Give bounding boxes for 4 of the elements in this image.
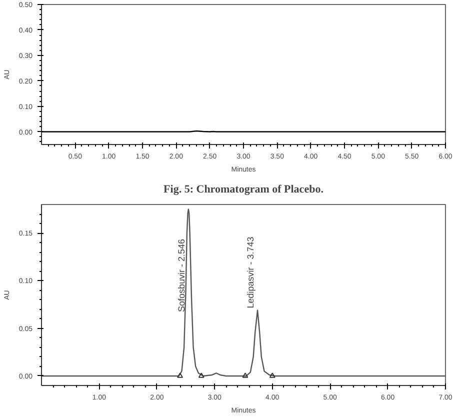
annotation: Ledipasvir - 3.743 — [246, 236, 256, 308]
line-series — [42, 208, 446, 377]
annotation: Sofosbuvir - 2.546 — [176, 239, 186, 312]
text: Fig. 5: Chromatogram of Placebo. — [164, 184, 324, 196]
